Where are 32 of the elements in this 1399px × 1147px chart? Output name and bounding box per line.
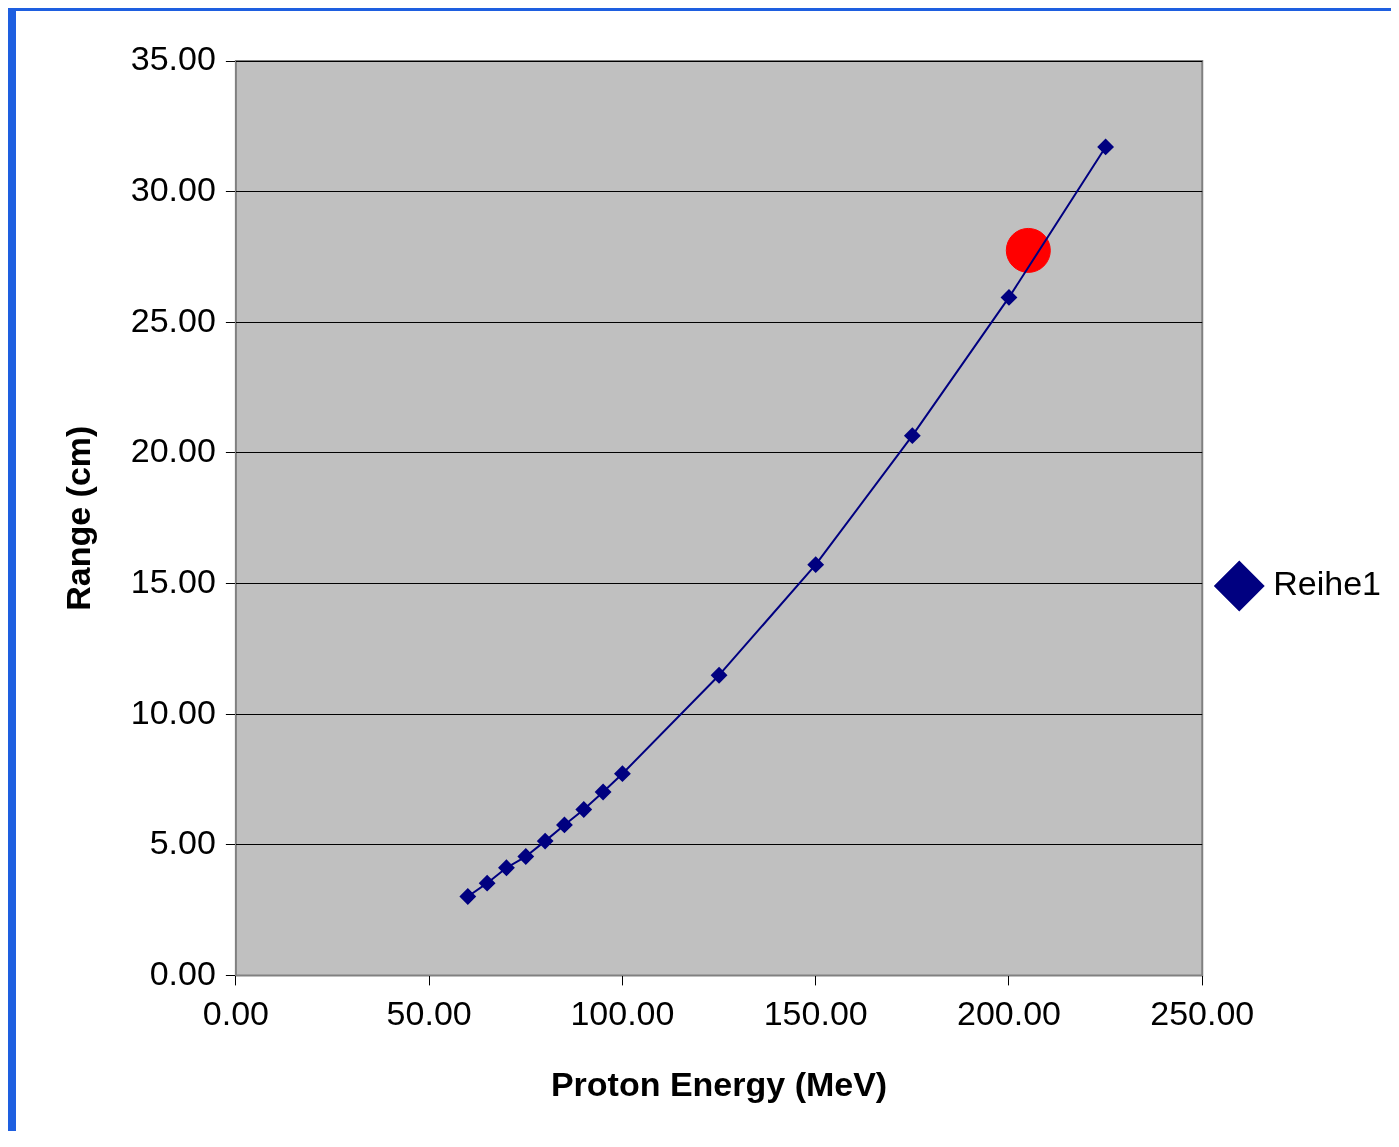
x-tick-label: 250.00 <box>1150 994 1255 1033</box>
x-tick-label: 100.00 <box>570 994 675 1033</box>
y-axis-title: Range (cm) <box>58 425 97 611</box>
y-tick-label: 25.00 <box>130 300 216 339</box>
point <box>517 848 534 865</box>
y-tick-label: 30.00 <box>130 170 216 208</box>
point <box>459 888 476 905</box>
x-axis-title: Proton Energy (MeV) <box>550 1064 888 1103</box>
point <box>498 859 515 876</box>
x-tick-label: 150.00 <box>763 994 868 1033</box>
point <box>711 667 728 684</box>
y-tick-label: 20.00 <box>130 431 216 470</box>
y-tick-label: 5.00 <box>149 823 216 862</box>
y-tick-label: 15.00 <box>130 561 216 600</box>
legend-label: Reihe1 <box>1273 564 1382 603</box>
point <box>1097 138 1114 155</box>
x-tick-label: 200.00 <box>956 994 1061 1033</box>
point <box>556 816 573 833</box>
y-tick-label: 0.00 <box>149 953 216 992</box>
point <box>537 833 554 850</box>
point <box>614 765 631 782</box>
point <box>479 875 496 892</box>
x-tick-label: 0.00 <box>202 994 269 1033</box>
x-tick-label: 50.00 <box>386 994 472 1033</box>
y-tick-label: 10.00 <box>130 692 216 731</box>
point <box>575 801 592 818</box>
point <box>807 556 824 573</box>
y-tick-label: 35.00 <box>130 39 216 78</box>
point <box>595 784 612 800</box>
point <box>1005 227 1051 273</box>
point <box>904 427 921 444</box>
point <box>1000 289 1017 306</box>
